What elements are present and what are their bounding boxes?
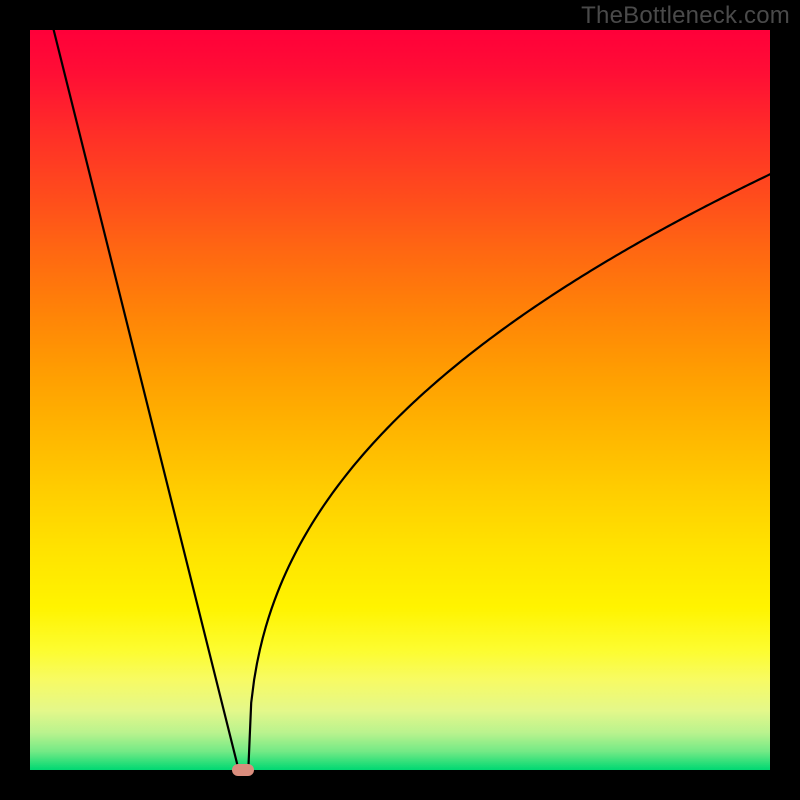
watermark-text: TheBottleneck.com xyxy=(581,2,790,30)
bottleneck-curve xyxy=(30,30,770,770)
optimal-marker xyxy=(232,764,254,776)
chart-stage: TheBottleneck.com xyxy=(0,0,800,800)
